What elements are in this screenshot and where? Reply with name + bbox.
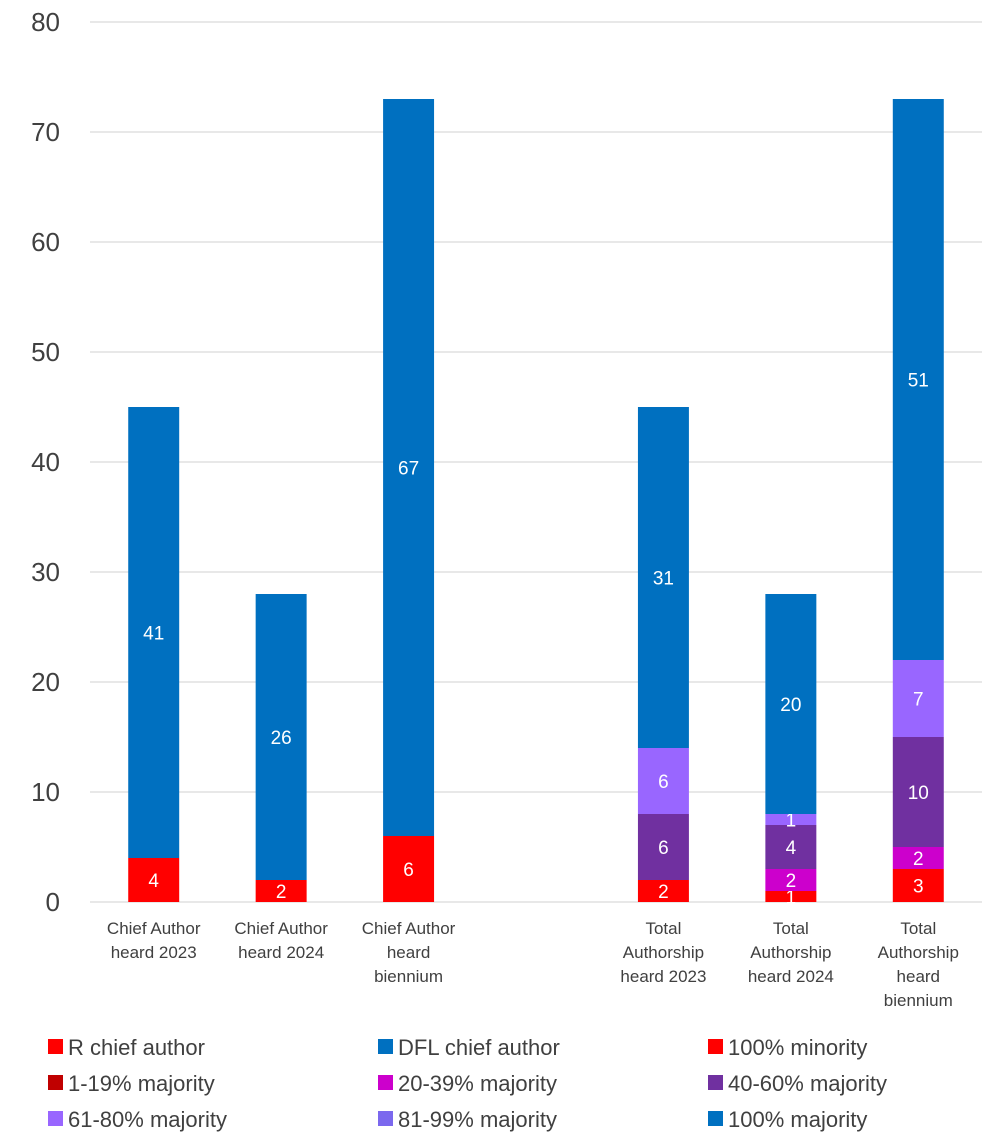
bar-segment bbox=[892, 847, 944, 869]
category-label: Total bbox=[900, 919, 936, 938]
legend-swatch bbox=[708, 1075, 723, 1090]
bar-segment bbox=[255, 594, 307, 880]
y-tick-label: 60 bbox=[31, 227, 60, 257]
bar-segment bbox=[128, 858, 180, 902]
data-label: 4 bbox=[148, 871, 159, 892]
legend-label: 40-60% majority bbox=[728, 1071, 887, 1096]
category-label: Chief Author bbox=[107, 919, 201, 938]
bar-segment bbox=[765, 891, 817, 902]
y-tick-label: 30 bbox=[31, 557, 60, 587]
category-label: biennium bbox=[374, 967, 443, 986]
data-label: 3 bbox=[913, 877, 924, 898]
category-label: Chief Author bbox=[362, 919, 456, 938]
bar-segment bbox=[765, 825, 817, 869]
legend-label: 61-80% majority bbox=[68, 1107, 227, 1132]
gridlines bbox=[90, 21, 982, 903]
category-label: heard 2024 bbox=[238, 943, 324, 962]
bar-segment bbox=[765, 814, 817, 825]
data-label: 2 bbox=[913, 849, 924, 870]
bar-segment bbox=[637, 407, 689, 748]
bar-segment bbox=[637, 814, 689, 880]
category-label: heard 2023 bbox=[111, 943, 197, 962]
category-label: Authorship bbox=[750, 943, 831, 962]
legend-swatch bbox=[708, 1039, 723, 1054]
bar-segment bbox=[892, 737, 944, 847]
bar-segment bbox=[765, 869, 817, 891]
legend-label: 20-39% majority bbox=[398, 1071, 557, 1096]
category-label: heard 2023 bbox=[620, 967, 706, 986]
y-tick-label: 20 bbox=[31, 667, 60, 697]
bar-segment bbox=[892, 660, 944, 737]
bar-segment bbox=[383, 836, 435, 902]
bar-segment bbox=[383, 99, 435, 836]
data-label: 4 bbox=[786, 838, 797, 859]
category-label: heard bbox=[897, 967, 940, 986]
data-label: 20 bbox=[780, 695, 801, 716]
legend-label: 81-99% majority bbox=[398, 1107, 557, 1132]
y-axis-ticks: 0 10 20 30 40 50 60 70 80 bbox=[31, 7, 60, 917]
bar-segment bbox=[765, 594, 817, 814]
legend-swatch bbox=[378, 1075, 393, 1090]
legend-label: 100% minority bbox=[728, 1035, 867, 1060]
category-label: biennium bbox=[884, 991, 953, 1010]
bar-segment bbox=[637, 748, 689, 814]
data-label: 6 bbox=[658, 772, 669, 793]
data-label: 1 bbox=[786, 888, 797, 909]
y-tick-label: 50 bbox=[31, 337, 60, 367]
data-label: 7 bbox=[913, 690, 924, 711]
data-label: 67 bbox=[398, 459, 419, 480]
x-axis-categories: Chief Author heard 2023 Chief Author heard … bbox=[107, 919, 959, 1010]
category-label: heard 2024 bbox=[748, 967, 834, 986]
legend-swatch bbox=[48, 1111, 63, 1126]
bar-segment bbox=[892, 99, 944, 660]
data-label: 6 bbox=[403, 860, 414, 881]
bar-segment bbox=[892, 869, 944, 902]
data-label: 2 bbox=[786, 871, 797, 892]
legend-swatch bbox=[708, 1111, 723, 1126]
bar-segment bbox=[255, 880, 307, 902]
data-label: 1 bbox=[786, 811, 797, 832]
legend-swatch bbox=[378, 1111, 393, 1126]
y-tick-label: 40 bbox=[31, 447, 60, 477]
data-label: 2 bbox=[276, 882, 287, 903]
legend-swatch bbox=[48, 1075, 63, 1090]
bar-segment bbox=[128, 407, 180, 858]
y-tick-label: 80 bbox=[31, 7, 60, 37]
legend-swatch bbox=[378, 1039, 393, 1054]
legend: R chief author DFL chief author 100% minor… bbox=[48, 1035, 887, 1132]
data-label: 26 bbox=[271, 728, 292, 749]
data-label: 2 bbox=[658, 882, 669, 903]
bar-segment bbox=[637, 880, 689, 902]
category-label: Total bbox=[773, 919, 809, 938]
legend-label: 1-19% majority bbox=[68, 1071, 215, 1096]
category-label: Authorship bbox=[878, 943, 959, 962]
data-label: 6 bbox=[658, 838, 669, 859]
legend-label: R chief author bbox=[68, 1035, 205, 1060]
category-label: heard bbox=[387, 943, 430, 962]
data-label: 41 bbox=[143, 624, 164, 645]
data-label: 31 bbox=[653, 569, 674, 590]
y-tick-label: 0 bbox=[46, 887, 60, 917]
legend-label: 100% majority bbox=[728, 1107, 867, 1132]
legend-swatch bbox=[48, 1039, 63, 1054]
category-label: Total bbox=[645, 919, 681, 938]
data-label: 10 bbox=[908, 783, 929, 804]
y-tick-label: 70 bbox=[31, 117, 60, 147]
legend-label: DFL chief author bbox=[398, 1035, 560, 1060]
category-label: Authorship bbox=[623, 943, 704, 962]
category-label: Chief Author bbox=[234, 919, 328, 938]
data-label: 51 bbox=[908, 371, 929, 392]
y-tick-label: 10 bbox=[31, 777, 60, 807]
